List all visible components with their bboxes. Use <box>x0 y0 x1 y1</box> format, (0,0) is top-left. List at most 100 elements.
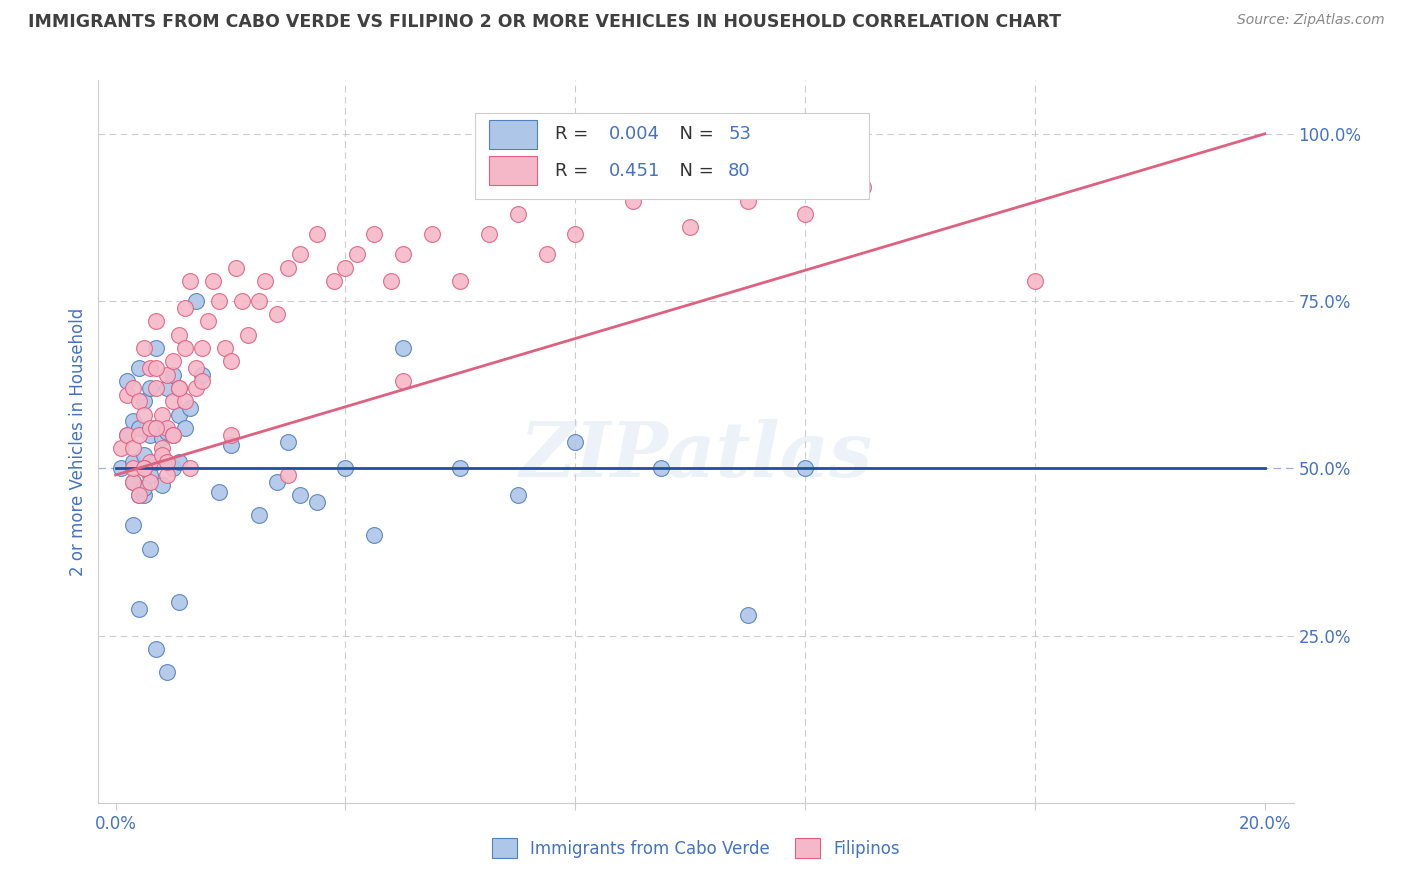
Point <box>128 361 150 376</box>
Point <box>139 467 162 482</box>
Point <box>145 455 167 469</box>
Text: 80: 80 <box>728 161 751 179</box>
Text: N =: N = <box>668 126 720 144</box>
Point <box>392 247 415 261</box>
Point <box>128 602 150 616</box>
Point <box>128 421 150 435</box>
Point <box>134 482 156 496</box>
Point <box>323 274 346 288</box>
Point <box>122 518 145 533</box>
Point <box>506 488 529 502</box>
Point <box>621 194 644 208</box>
Point <box>150 431 173 445</box>
Point <box>150 408 173 422</box>
Point <box>134 448 156 462</box>
FancyBboxPatch shape <box>489 156 537 185</box>
Point <box>197 314 219 328</box>
Point <box>134 341 156 355</box>
Point <box>134 394 156 409</box>
Point <box>110 461 132 475</box>
Point <box>380 274 402 288</box>
Point <box>139 475 162 489</box>
Point <box>128 394 150 409</box>
Point <box>139 381 162 395</box>
Point <box>219 354 242 368</box>
Text: R =: R = <box>555 126 593 144</box>
Point <box>150 478 173 492</box>
Text: ZIPatlas: ZIPatlas <box>519 419 873 493</box>
Point <box>122 414 145 429</box>
Y-axis label: 2 or more Vehicles in Household: 2 or more Vehicles in Household <box>69 308 87 575</box>
Legend: Immigrants from Cabo Verde, Filipinos: Immigrants from Cabo Verde, Filipinos <box>484 830 908 867</box>
Point <box>139 427 162 442</box>
Point <box>167 408 190 422</box>
Point <box>1024 274 1046 288</box>
Point <box>277 434 299 449</box>
Point <box>162 354 184 368</box>
Point <box>219 427 242 442</box>
Point <box>150 442 173 455</box>
Point <box>115 427 138 442</box>
Point <box>156 421 179 435</box>
Point <box>247 508 270 523</box>
Point <box>139 361 162 376</box>
Point <box>173 394 195 409</box>
Point <box>150 448 173 462</box>
Point <box>134 461 156 475</box>
Point <box>564 434 586 449</box>
Point <box>506 207 529 221</box>
Point <box>184 381 207 395</box>
Point <box>363 227 385 242</box>
Point <box>115 427 138 442</box>
Point <box>191 341 214 355</box>
Point <box>145 642 167 657</box>
Point <box>184 361 207 376</box>
Point <box>794 207 817 221</box>
Point <box>247 294 270 309</box>
Point <box>794 461 817 475</box>
Point <box>128 488 150 502</box>
Point <box>134 461 156 475</box>
Point <box>122 475 145 489</box>
Point <box>191 375 214 389</box>
Point <box>162 461 184 475</box>
Point <box>167 455 190 469</box>
Point <box>162 368 184 382</box>
Point <box>145 361 167 376</box>
Point <box>208 294 231 309</box>
Point <box>122 381 145 395</box>
Point <box>122 475 145 489</box>
Point <box>156 381 179 395</box>
Point <box>737 608 759 623</box>
Point <box>288 247 311 261</box>
Point <box>214 341 236 355</box>
Point <box>134 488 156 502</box>
Point <box>392 375 415 389</box>
Text: IMMIGRANTS FROM CABO VERDE VS FILIPINO 2 OR MORE VEHICLES IN HOUSEHOLD CORRELATI: IMMIGRANTS FROM CABO VERDE VS FILIPINO 2… <box>28 13 1062 31</box>
FancyBboxPatch shape <box>489 120 537 149</box>
Point <box>305 227 328 242</box>
Point <box>122 442 145 455</box>
Point <box>145 421 167 435</box>
Point <box>277 260 299 275</box>
Point <box>145 381 167 395</box>
Text: 53: 53 <box>728 126 751 144</box>
Point <box>231 294 253 309</box>
Point <box>156 665 179 680</box>
Point <box>179 461 201 475</box>
Point <box>852 180 875 194</box>
Point <box>167 595 190 609</box>
Point <box>179 401 201 416</box>
Point <box>115 375 138 389</box>
Point <box>128 488 150 502</box>
Point <box>145 314 167 328</box>
Point <box>266 475 288 489</box>
Text: N =: N = <box>668 161 720 179</box>
Point <box>156 368 179 382</box>
Point <box>145 341 167 355</box>
Point <box>335 461 357 475</box>
Point <box>139 455 162 469</box>
Point <box>156 455 179 469</box>
Point <box>167 381 190 395</box>
Point <box>139 541 162 556</box>
